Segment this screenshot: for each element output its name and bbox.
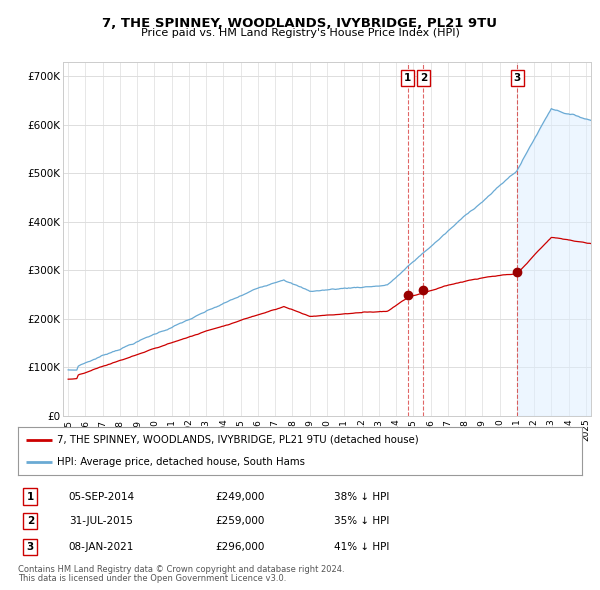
Text: 38% ↓ HPI: 38% ↓ HPI bbox=[334, 491, 389, 502]
Text: This data is licensed under the Open Government Licence v3.0.: This data is licensed under the Open Gov… bbox=[18, 574, 286, 583]
Text: 2: 2 bbox=[419, 73, 427, 83]
Text: 41% ↓ HPI: 41% ↓ HPI bbox=[334, 542, 389, 552]
Text: 35% ↓ HPI: 35% ↓ HPI bbox=[334, 516, 389, 526]
Text: 3: 3 bbox=[27, 542, 34, 552]
Text: £296,000: £296,000 bbox=[215, 542, 265, 552]
Text: £259,000: £259,000 bbox=[215, 516, 265, 526]
Text: 7, THE SPINNEY, WOODLANDS, IVYBRIDGE, PL21 9TU: 7, THE SPINNEY, WOODLANDS, IVYBRIDGE, PL… bbox=[103, 17, 497, 30]
Text: 1: 1 bbox=[404, 73, 412, 83]
Text: 3: 3 bbox=[514, 73, 521, 83]
Text: 05-SEP-2014: 05-SEP-2014 bbox=[69, 491, 135, 502]
Text: Contains HM Land Registry data © Crown copyright and database right 2024.: Contains HM Land Registry data © Crown c… bbox=[18, 565, 344, 573]
Text: 08-JAN-2021: 08-JAN-2021 bbox=[69, 542, 134, 552]
Text: 1: 1 bbox=[27, 491, 34, 502]
Text: 2: 2 bbox=[27, 516, 34, 526]
Text: £249,000: £249,000 bbox=[215, 491, 265, 502]
Text: 7, THE SPINNEY, WOODLANDS, IVYBRIDGE, PL21 9TU (detached house): 7, THE SPINNEY, WOODLANDS, IVYBRIDGE, PL… bbox=[58, 435, 419, 445]
Text: 31-JUL-2015: 31-JUL-2015 bbox=[69, 516, 133, 526]
Text: Price paid vs. HM Land Registry's House Price Index (HPI): Price paid vs. HM Land Registry's House … bbox=[140, 28, 460, 38]
Text: HPI: Average price, detached house, South Hams: HPI: Average price, detached house, Sout… bbox=[58, 457, 305, 467]
